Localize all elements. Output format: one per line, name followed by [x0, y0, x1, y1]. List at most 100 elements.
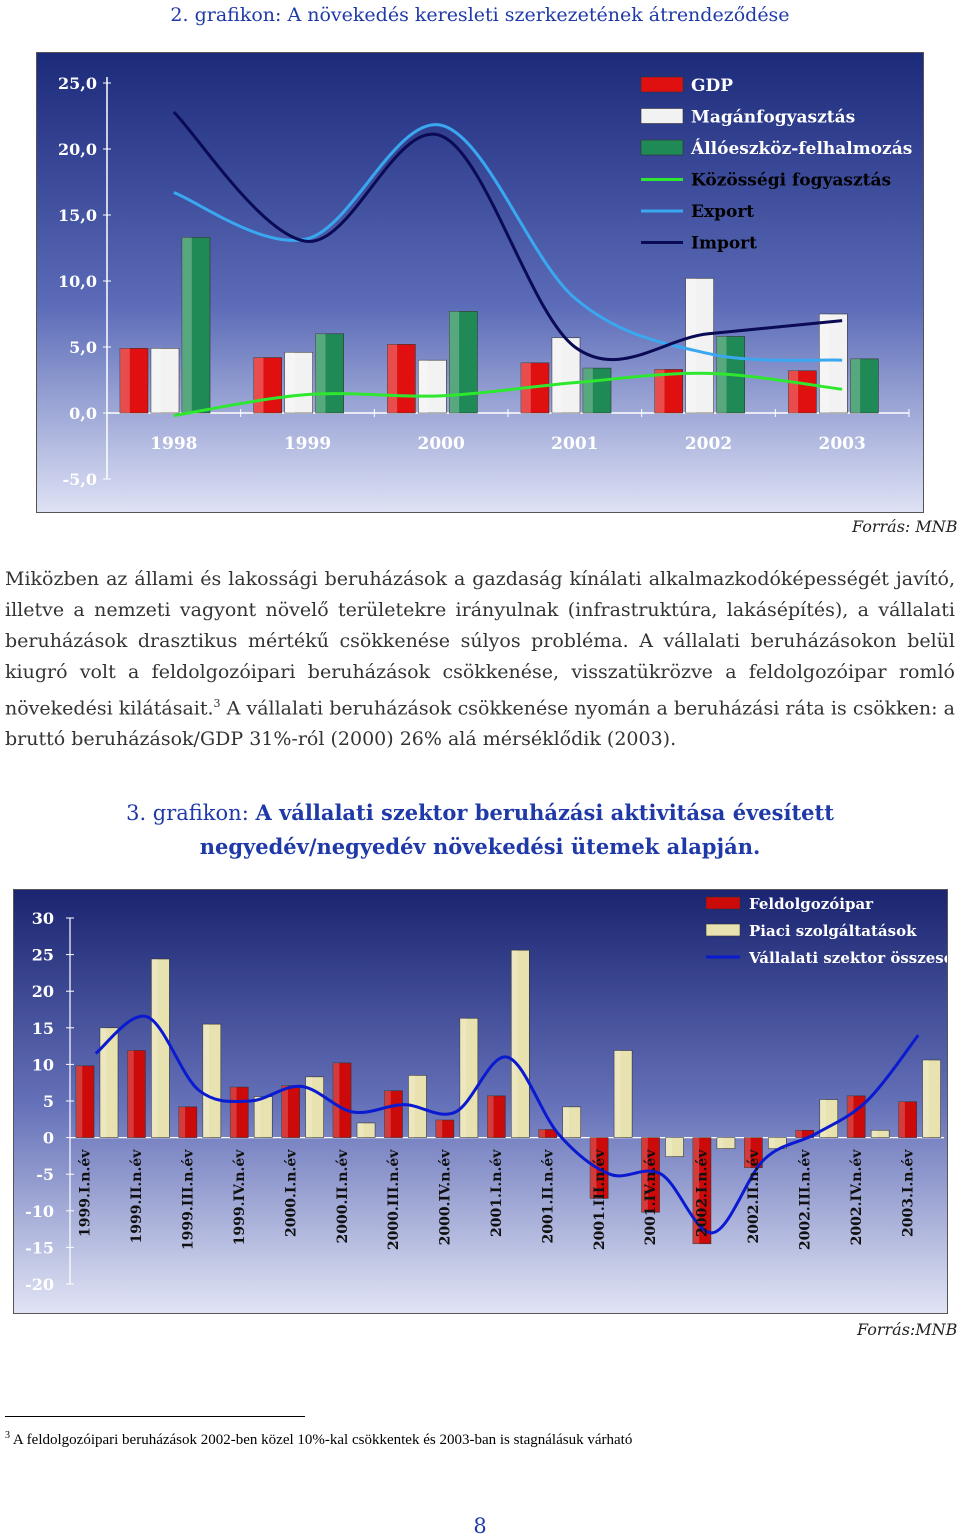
bar-highlight: [590, 1137, 597, 1199]
x-tick-label: 1999.IV.n.év: [232, 1149, 248, 1246]
x-tick-label: 2003.I.n.év: [900, 1149, 916, 1237]
figure1-caption-title: A növekedés keresleti szerkezetének átre…: [287, 4, 790, 26]
bar-highlight: [511, 950, 518, 1138]
y-tick-label: 0,0: [69, 404, 97, 423]
bar-highlight: [418, 360, 429, 413]
y-tick-label: -5,0: [63, 470, 97, 489]
bar-Piaci szolgáltatások: [922, 1059, 941, 1138]
bar-highlight: [305, 1076, 312, 1138]
legend-label: Magánfogyasztás: [691, 108, 855, 128]
body-paragraph-text-continued: A vállalati beruházások csökkenése nyomá…: [5, 697, 955, 751]
bar-highlight: [254, 1096, 261, 1138]
x-tick-label: 2001.I.n.év: [489, 1149, 505, 1237]
legend-swatch: [705, 896, 741, 910]
x-tick-label: 1999.III.n.év: [181, 1149, 197, 1250]
x-tick-label: 2002.I.n.év: [695, 1149, 711, 1237]
bar-Piaci szolgáltatások: [613, 1050, 633, 1138]
y-tick-label: 30: [32, 909, 54, 928]
page-number: 8: [473, 1514, 487, 1538]
x-tick-label: 2002: [685, 434, 732, 454]
body-paragraph: Miközben az állami és lakossági beruházá…: [5, 564, 955, 755]
bar-highlight: [819, 1099, 827, 1138]
bar-highlight: [641, 1137, 648, 1213]
y-tick-label: 10: [32, 1055, 54, 1074]
line-total: [94, 1014, 920, 1235]
bar-highlight: [230, 1087, 237, 1138]
bar-highlight: [487, 1095, 494, 1138]
bar-highlight: [127, 1050, 134, 1138]
bar-highlight: [284, 352, 295, 413]
line-Közösségi fogyasztás: [173, 371, 843, 418]
growth-structure-chart-svg: 25,0 20,0 15,0 10,0 5,0 0,0 -5,0 1998 1999 2000 20…: [37, 53, 923, 512]
growth-structure-chart: 25,0 20,0 15,0 10,0 5,0 0,0 -5,0 1998 1999 2000 20…: [36, 52, 924, 513]
bar-highlight: [788, 370, 799, 413]
bar-Piaci szolgáltatások: [716, 1137, 736, 1149]
bar-Állóeszköz-felhalmozás: [582, 367, 612, 414]
bar-highlight: [151, 958, 158, 1138]
bar-Állóeszköz-felhalmozás: [315, 333, 344, 414]
x-tick-label: 1999.II.n.év: [129, 1149, 145, 1244]
bar-Piaci szolgáltatások: [562, 1106, 582, 1138]
bar-highlight: [178, 1106, 186, 1138]
body-paragraph-text: Miközben az állami és lakossági beruházá…: [5, 568, 955, 720]
bar-highlight: [120, 348, 130, 413]
bar-highlight: [562, 1106, 570, 1138]
bar-Feldolgozóipar: [384, 1090, 403, 1138]
footnote-divider: [5, 1416, 305, 1417]
y-tick-label: 5: [43, 1092, 54, 1111]
y-tick-label: 20: [32, 982, 54, 1001]
bar-Feldolgozóipar: [692, 1137, 712, 1245]
figure2-caption-prefix: 3. grafikon:: [126, 801, 249, 825]
x-tick-label: 2001.II.n.év: [540, 1149, 556, 1244]
x-tick-label: 2003: [819, 434, 866, 454]
legend-swatch: [705, 923, 741, 937]
bar-Magánfogyasztás: [685, 278, 714, 414]
legend-label: Import: [691, 234, 757, 254]
line-Import: [172, 110, 843, 361]
bar-highlight: [744, 1137, 751, 1168]
legend-label: Piaci szolgáltatások: [749, 922, 917, 940]
footnote-text: A feldolgozóipari beruházások 2002-ben k…: [10, 1432, 633, 1448]
bar-highlight: [281, 1085, 288, 1138]
x-tick-label: 2000.I.n.év: [283, 1149, 299, 1237]
bar-highlight: [538, 1129, 546, 1138]
figure2-caption: 3. grafikon: A vállalati szektor beruház…: [10, 796, 950, 864]
legend-label: Export: [691, 202, 754, 222]
x-tick-label: 2001.IV.n.év: [643, 1149, 659, 1246]
bar-highlight: [922, 1060, 929, 1138]
x-tick-label: 1999.I.n.év: [78, 1149, 94, 1237]
bar-Magánfogyasztás: [150, 348, 180, 414]
bar-Feldolgozóipar: [486, 1095, 506, 1138]
bar-Állóeszköz-felhalmozás: [181, 237, 211, 414]
figure2-caption-title: A vállalati szektor beruházási aktivitás…: [199, 800, 834, 859]
bar-highlight: [387, 344, 398, 413]
figure1-source: Forrás: MNB: [852, 517, 958, 536]
bar-Magánfogyasztás: [551, 337, 581, 414]
footnote-reference[interactable]: 3: [213, 697, 221, 710]
bar-Piaci szolgáltatások: [356, 1122, 376, 1138]
y-tick-label: -10: [25, 1202, 54, 1221]
figure1-caption: 2. grafikon: A növekedés keresleti szerk…: [0, 4, 960, 26]
figure2-source: Forrás:MNB: [857, 1320, 958, 1339]
y-tick-label: 10,0: [58, 272, 97, 291]
bar-highlight: [384, 1090, 391, 1138]
legend-label: Vállalati szektor összesen: [748, 949, 948, 967]
bar-highlight: [357, 1122, 364, 1138]
bar-Piaci szolgáltatások: [459, 1017, 479, 1138]
bar-Piaci szolgáltatások: [151, 958, 170, 1138]
bar-Piaci szolgáltatások: [665, 1137, 684, 1157]
bar-highlight: [847, 1095, 854, 1138]
bar-highlight: [333, 1062, 340, 1138]
x-tick-label: 2000.II.n.év: [335, 1149, 351, 1244]
x-tick-label: 2002.IV.n.év: [849, 1149, 865, 1246]
y-tick-label: 15,0: [58, 206, 97, 225]
bar-highlight: [665, 1137, 672, 1157]
bar-highlight: [100, 1027, 107, 1138]
bar-highlight: [614, 1050, 621, 1138]
bar-Magánfogyasztás: [284, 351, 313, 414]
bar-highlight: [435, 1120, 443, 1138]
bar-GDP: [253, 357, 282, 414]
legend-label: Állóeszköz-felhalmozás: [690, 138, 912, 159]
bar-highlight: [182, 237, 192, 413]
y-tick-label: 25,0: [58, 74, 97, 93]
